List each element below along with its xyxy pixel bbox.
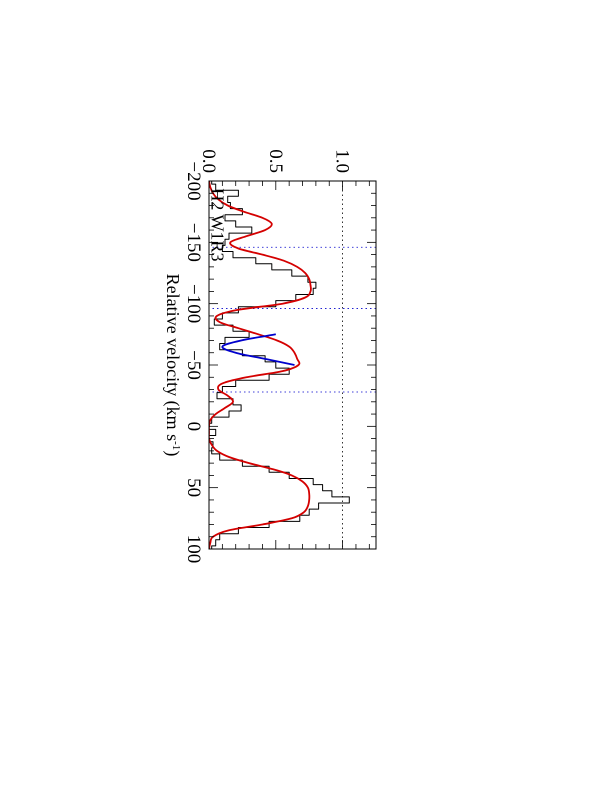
tick-labels: −200 −150 −100 −50 0 50 100 0.0 0.5 1.0 <box>183 149 353 563</box>
y-tick-label: 0.0 <box>198 149 219 173</box>
x-axis-label-unit-exponent: -1 <box>170 441 182 450</box>
fit-series-line <box>209 181 312 549</box>
x-axis-label-main: Relative velocity (km s <box>162 274 183 441</box>
component-series-line <box>221 333 295 366</box>
data-series-line <box>209 181 350 549</box>
axis-ticks <box>208 180 376 550</box>
x-tick-label: 100 <box>183 535 204 564</box>
y-tick-label: 1.0 <box>332 149 353 173</box>
x-tick-label: −100 <box>183 284 204 323</box>
x-tick-label: 0 <box>183 422 204 432</box>
x-tick-label: −50 <box>183 350 204 380</box>
transition-annotation: H2 W1R3 <box>208 188 228 261</box>
x-tick-label: 50 <box>183 478 204 497</box>
x-tick-label: −200 <box>183 161 204 200</box>
x-axis-label-close: ) <box>162 450 183 456</box>
rotated-plot: −200 −150 −100 −50 0 50 100 0.0 0.5 1.0 Relative … <box>162 149 377 563</box>
x-axis-label: Relative velocity (km s-1) <box>162 274 183 457</box>
data-series <box>209 181 350 549</box>
x-tick-label: −150 <box>183 223 204 262</box>
y-tick-label: 0.5 <box>265 149 286 173</box>
